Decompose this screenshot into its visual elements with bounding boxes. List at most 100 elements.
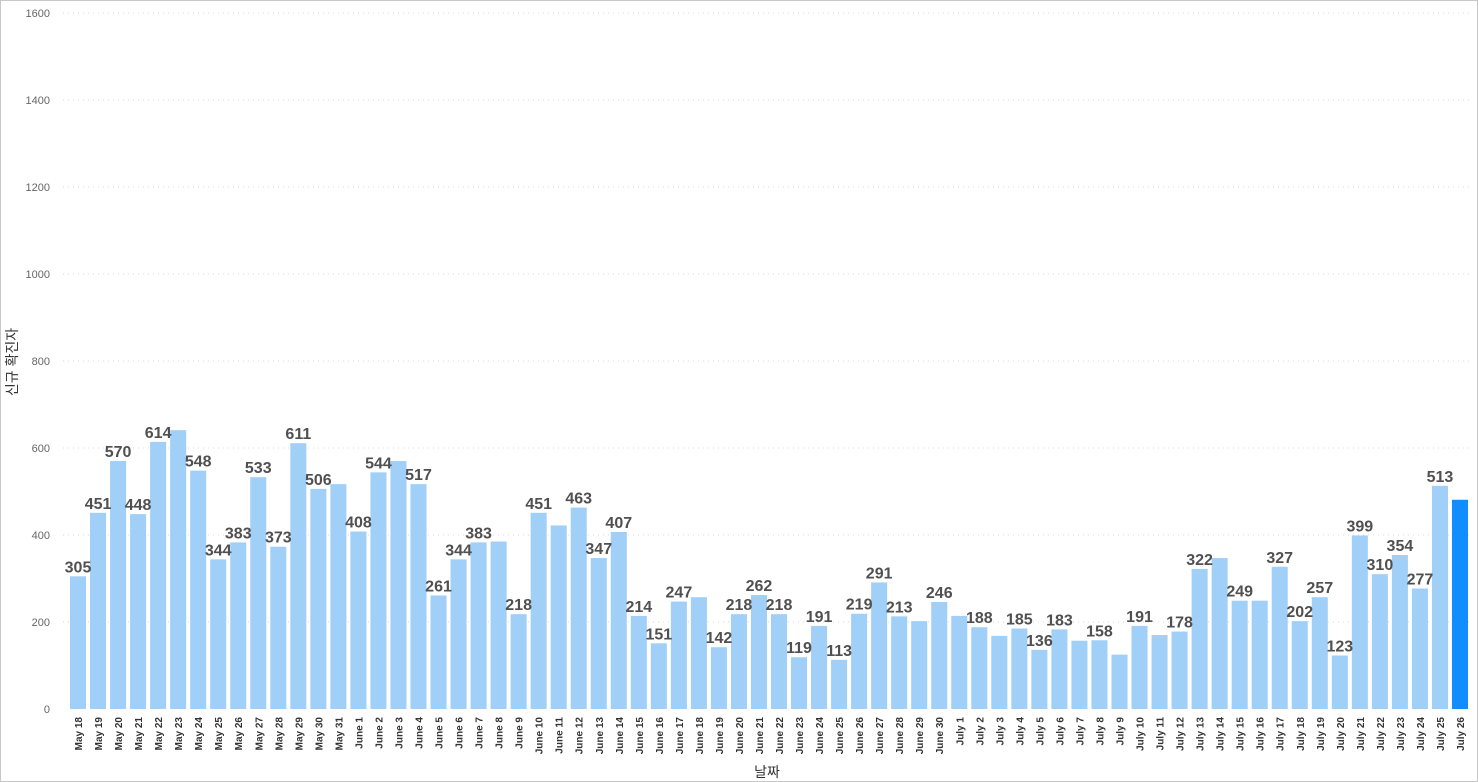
bar[interactable] (390, 461, 407, 709)
bar[interactable] (90, 512, 107, 709)
bar[interactable] (991, 635, 1008, 709)
x-tick-label: June 17 (675, 717, 686, 755)
bar[interactable] (1191, 568, 1208, 709)
x-tick-label: July 8 (1095, 717, 1106, 746)
bar[interactable] (130, 514, 147, 709)
bar[interactable] (791, 657, 808, 709)
bar[interactable] (1131, 625, 1148, 709)
x-tick-label: July 6 (1055, 717, 1066, 746)
data-label: 614 (145, 425, 172, 442)
bar[interactable] (851, 613, 868, 709)
bar[interactable] (250, 477, 267, 709)
data-label: 344 (205, 542, 232, 559)
bar[interactable] (891, 616, 908, 709)
bar[interactable] (1211, 558, 1228, 709)
bar[interactable] (110, 461, 127, 709)
bar[interactable] (150, 441, 167, 709)
data-label: 451 (85, 496, 112, 513)
bar[interactable] (590, 558, 607, 709)
x-tick-label: June 12 (575, 717, 586, 755)
bar[interactable] (730, 614, 747, 709)
bar[interactable] (951, 615, 968, 709)
bar[interactable] (450, 559, 467, 709)
data-label: 399 (1346, 518, 1373, 535)
bar[interactable] (1331, 655, 1348, 709)
bar[interactable] (490, 541, 507, 709)
bar[interactable] (290, 443, 307, 709)
x-tick-label: June 28 (895, 717, 906, 755)
bar[interactable] (470, 542, 487, 709)
bar[interactable] (1151, 635, 1168, 709)
data-labels: 3054515704486145483443835333736115064085… (65, 425, 1454, 660)
bar[interactable] (410, 484, 427, 709)
bar[interactable] (1071, 640, 1088, 709)
bar[interactable] (1411, 588, 1428, 709)
bar[interactable] (210, 559, 227, 709)
bar[interactable] (1031, 649, 1048, 709)
bar[interactable] (650, 643, 667, 709)
data-label: 247 (666, 585, 693, 602)
bar[interactable] (1091, 640, 1108, 709)
bar[interactable] (750, 595, 767, 709)
bar[interactable] (1271, 566, 1288, 709)
bar[interactable] (1011, 628, 1028, 709)
x-tick-label: May 18 (74, 717, 85, 751)
bar[interactable] (1391, 555, 1408, 709)
bar[interactable] (570, 507, 587, 709)
data-label: 185 (1006, 612, 1033, 629)
bar[interactable] (1171, 631, 1188, 709)
data-label: 202 (1286, 604, 1313, 621)
x-tick-label: June 23 (795, 717, 806, 755)
bar[interactable] (270, 546, 287, 709)
bar[interactable] (1371, 574, 1388, 709)
bar[interactable] (1051, 629, 1068, 709)
bar[interactable] (690, 597, 707, 709)
bar[interactable] (771, 614, 788, 709)
bar[interactable] (1311, 597, 1328, 709)
y-tick-label: 800 (32, 356, 50, 368)
bar[interactable] (710, 647, 727, 709)
bar[interactable] (1451, 499, 1468, 709)
bar[interactable] (1111, 654, 1128, 709)
bar[interactable] (1231, 600, 1248, 709)
bar[interactable] (831, 659, 848, 709)
bar[interactable] (911, 621, 928, 709)
x-tick-label: July 4 (1015, 717, 1026, 746)
bar[interactable] (190, 470, 207, 709)
bar[interactable] (811, 625, 828, 709)
bar[interactable] (430, 595, 447, 709)
x-tick-label: May 24 (194, 717, 205, 751)
bar[interactable] (931, 601, 948, 709)
x-tick-label: June 14 (615, 717, 626, 755)
bar[interactable] (610, 531, 627, 709)
x-tick-label: June 11 (555, 717, 566, 754)
x-tick-label: July 13 (1196, 717, 1207, 751)
bar[interactable] (550, 525, 567, 709)
bar[interactable] (1251, 600, 1268, 709)
bar[interactable] (70, 576, 87, 709)
bar[interactable] (510, 614, 527, 709)
bar[interactable] (170, 430, 187, 709)
bar[interactable] (370, 472, 387, 709)
bar[interactable] (1351, 535, 1368, 709)
bar[interactable] (310, 488, 327, 709)
y-tick-label: 0 (44, 704, 50, 716)
bar[interactable] (330, 484, 347, 709)
bar[interactable] (230, 542, 247, 709)
bar[interactable] (871, 582, 888, 709)
bar[interactable] (670, 601, 687, 709)
data-label: 142 (706, 630, 733, 647)
y-axis-ticks: 0 200 400 600 800 1000 1200 1400 1600 (26, 8, 50, 716)
bar[interactable] (1431, 485, 1448, 709)
x-tick-label: June 4 (415, 717, 426, 749)
bar[interactable] (530, 512, 547, 709)
x-tick-label: May 25 (214, 717, 225, 751)
y-tick-label: 200 (32, 617, 50, 629)
bar[interactable] (1291, 621, 1308, 709)
bar[interactable] (971, 627, 988, 709)
bar[interactable] (350, 531, 367, 709)
data-label: 310 (1367, 557, 1394, 574)
x-tick-label: June 1 (354, 717, 365, 749)
bar[interactable] (630, 615, 647, 709)
